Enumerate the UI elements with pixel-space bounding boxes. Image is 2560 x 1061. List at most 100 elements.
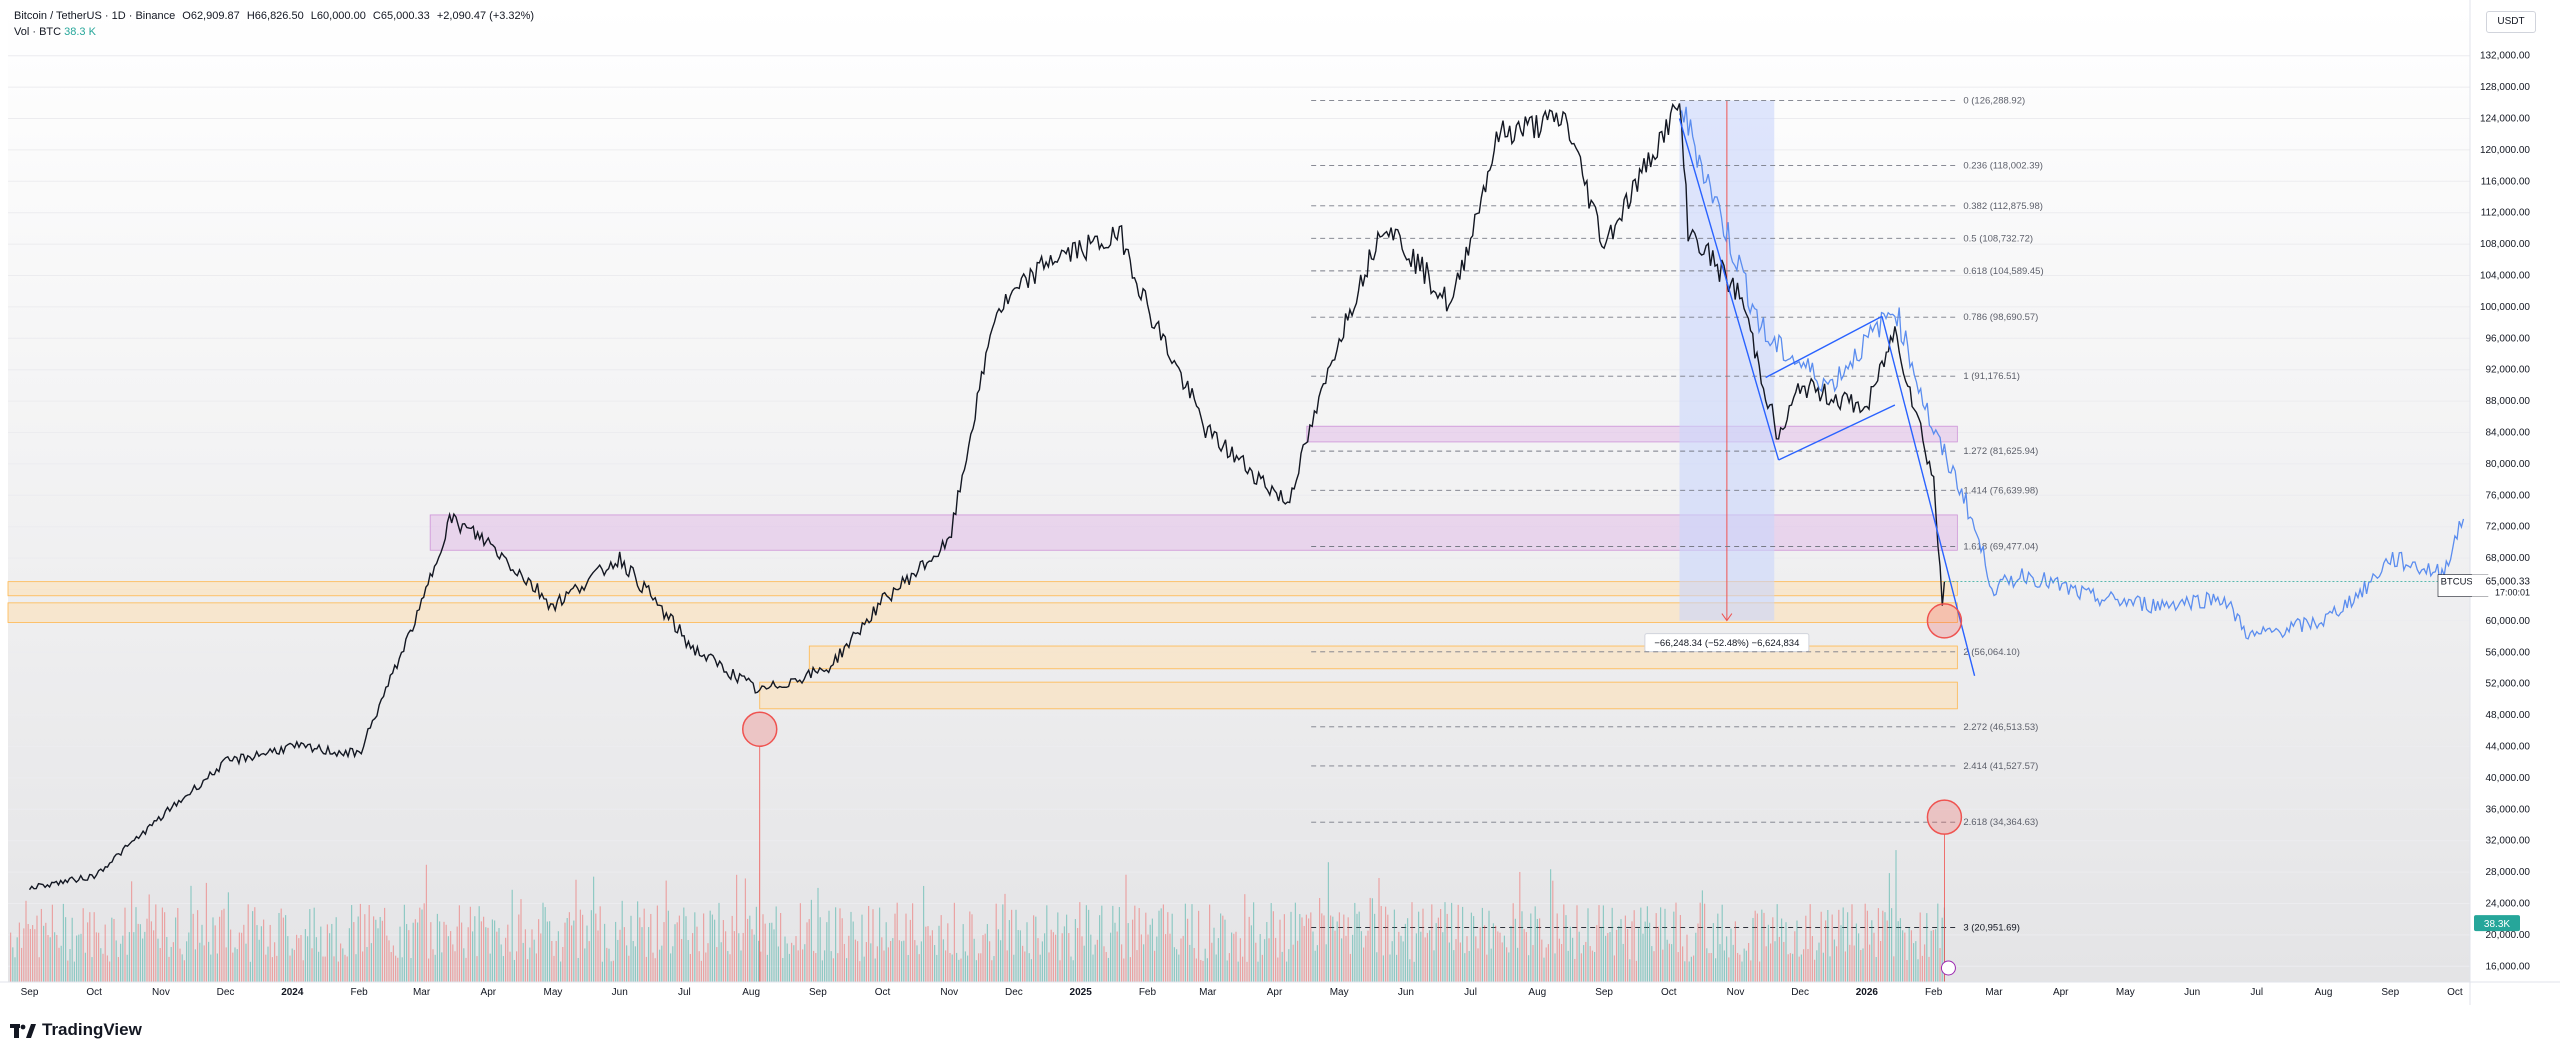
volume-bar xyxy=(1176,949,1178,982)
volume-bar xyxy=(1831,914,1833,982)
volume-bar xyxy=(133,932,135,982)
volume-bar xyxy=(1429,930,1431,982)
highlight-circle xyxy=(1926,799,1963,835)
volume-bar xyxy=(243,924,245,982)
volume-bar xyxy=(764,923,766,982)
price-axis-tick: 40,000.00 xyxy=(2486,773,2531,784)
fib-level-label: 1.618 (69,477.04) xyxy=(1963,542,2038,553)
volume-bar xyxy=(333,956,335,982)
volume-bar xyxy=(1633,910,1635,982)
volume-bar xyxy=(1539,918,1541,982)
volume-bar xyxy=(300,934,302,982)
volume-bar xyxy=(986,924,988,982)
volume-bar xyxy=(1748,942,1750,982)
fib-level-label: 2.414 (41,527.57) xyxy=(1963,761,2038,772)
volume-label[interactable]: Vol · BTC xyxy=(14,26,62,38)
volume-bar xyxy=(731,915,733,982)
volume-bar xyxy=(1259,934,1261,982)
volume-bar xyxy=(1374,913,1376,982)
volume-bar xyxy=(890,940,892,982)
volume-bar xyxy=(819,917,821,982)
volume-bar xyxy=(1437,917,1439,982)
volume-bar xyxy=(142,938,144,982)
volume-bar xyxy=(181,954,183,982)
volume-bar xyxy=(1213,927,1215,982)
volume-bar xyxy=(1517,947,1519,982)
volume-bar xyxy=(1589,946,1591,982)
volume-bar xyxy=(423,903,425,982)
price-axis-tick: 32,000.00 xyxy=(2486,836,2531,847)
time-axis-tick: Sep xyxy=(2381,987,2399,998)
volume-bar xyxy=(175,917,177,982)
volume-bar xyxy=(263,919,265,982)
volume-bar xyxy=(43,925,45,982)
volume-bar xyxy=(544,907,546,982)
volume-bar xyxy=(1290,911,1292,982)
volume-bar xyxy=(109,961,111,982)
price-axis-tick: 108,000.00 xyxy=(2480,239,2530,250)
volume-bar xyxy=(1640,907,1642,982)
price-axis-tick: 100,000.00 xyxy=(2480,302,2530,313)
volume-bar xyxy=(707,943,709,982)
volume-bar xyxy=(1726,936,1728,982)
symbol-title[interactable]: Bitcoin / TetherUS · 1D · Binance xyxy=(14,10,176,22)
volume-bar xyxy=(588,941,590,982)
volume-bar xyxy=(676,922,678,982)
volume-bar xyxy=(18,922,20,982)
volume-bar xyxy=(1807,949,1809,982)
volume-bar xyxy=(1789,953,1791,982)
volume-bar xyxy=(1382,955,1384,982)
volume-bar xyxy=(1466,936,1468,982)
volume-bar xyxy=(348,928,350,982)
currency-button[interactable]: USDT xyxy=(2486,11,2536,33)
fib-level-label: 3 (20,951.69) xyxy=(1963,922,2020,933)
volume-bar xyxy=(368,905,370,982)
volume-bar xyxy=(1682,946,1684,982)
volume-bar xyxy=(410,958,412,982)
volume-bar xyxy=(1567,950,1569,982)
volume-bar xyxy=(1712,923,1714,982)
volume-bar xyxy=(135,907,137,982)
volume-bar xyxy=(1855,923,1857,982)
fib-level-label: 1.272 (81,625.94) xyxy=(1963,446,2038,457)
volume-bar xyxy=(1037,938,1039,982)
volume-bar xyxy=(797,950,799,982)
volume-bar xyxy=(760,951,762,982)
volume-bar xyxy=(313,907,315,982)
volume-bar xyxy=(60,945,62,982)
volume-bar xyxy=(1530,913,1532,982)
volume-bar xyxy=(1514,918,1516,982)
volume-bar xyxy=(586,925,588,982)
volume-bar xyxy=(87,922,89,982)
volume-bar xyxy=(1347,917,1349,982)
volume-bar xyxy=(1543,957,1545,982)
volume-bar xyxy=(1763,912,1765,982)
volume-bar xyxy=(1363,947,1365,982)
volume-bar xyxy=(815,953,817,982)
volume-bar xyxy=(329,933,331,982)
volume-bar xyxy=(1299,914,1301,982)
volume-bar xyxy=(813,950,815,982)
volume-bar xyxy=(1244,894,1246,982)
volume-bar xyxy=(964,951,966,982)
volume-bar xyxy=(47,934,49,982)
volume-bar xyxy=(1497,931,1499,982)
volume-bar xyxy=(958,959,960,982)
volume-bar xyxy=(146,918,148,982)
volume-bar xyxy=(1844,951,1846,982)
volume-bar xyxy=(661,945,663,982)
volume-bar xyxy=(947,923,949,982)
volume-bar xyxy=(1721,904,1723,982)
volume-bar xyxy=(1895,850,1897,982)
volume-bar xyxy=(1930,930,1932,982)
volume-bar xyxy=(1596,925,1598,982)
price-axis-tick: 44,000.00 xyxy=(2486,742,2531,753)
volume-bar xyxy=(894,913,896,982)
volume-bar xyxy=(1651,946,1653,982)
tradingview-logo[interactable]: TradingView xyxy=(10,1020,142,1040)
volume-bar xyxy=(1528,955,1530,982)
time-axis-tick: May xyxy=(544,987,563,998)
volume-bar xyxy=(1292,944,1294,982)
